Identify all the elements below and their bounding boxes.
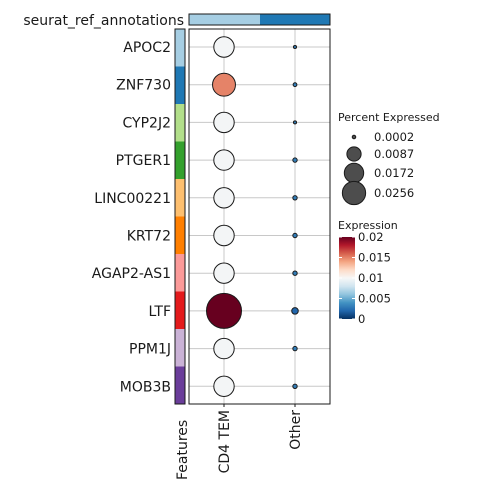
feature-color-segment — [175, 104, 185, 142]
dot-point — [292, 157, 298, 163]
dot-point — [292, 345, 298, 352]
annotation-bar — [188, 13, 331, 26]
feature-color-segment — [175, 29, 185, 67]
color-legend-label: 0 — [358, 312, 365, 326]
size-legend-dot — [343, 162, 365, 184]
dot-point — [292, 270, 298, 276]
feature-label: LTF — [149, 304, 171, 320]
dot-point — [292, 44, 298, 50]
x-tick-label: Other — [288, 410, 304, 450]
feature-label: MOB3B — [120, 379, 171, 395]
plot-panel — [189, 29, 330, 404]
dot-point — [213, 111, 235, 134]
dot-point — [212, 72, 236, 97]
feature-label: ZNF730 — [116, 78, 171, 94]
feature-color-segment — [175, 216, 185, 255]
size-legend-label: 0.0002 — [374, 130, 414, 144]
feature-label: CYP2J2 — [123, 115, 171, 131]
dot-point — [213, 187, 235, 209]
x-axis-ticks: CD4 TEM Other — [217, 404, 304, 473]
feature-labels: APOC2 ZNF730 CYP2J2 PTGER1 LINC00221 KRT72 AGA… — [92, 40, 171, 395]
dot-point — [213, 337, 235, 360]
annotation-title: seurat_ref_annotations — [23, 13, 184, 29]
dot-point — [292, 383, 298, 389]
color-legend-title: Expression — [338, 219, 398, 232]
feature-color-segment — [175, 254, 185, 292]
size-legend: 0.0002 0.0087 0.0172 0.0256 — [341, 130, 414, 206]
size-legend-dot — [341, 180, 367, 206]
dot-point — [292, 232, 298, 239]
annotation-segment-cd4-tem — [189, 14, 260, 25]
feature-color-segment — [175, 141, 185, 180]
feature-color-segment — [175, 291, 185, 330]
dot-point — [291, 307, 299, 315]
dot-point — [213, 149, 235, 171]
feature-label: APOC2 — [123, 40, 171, 56]
color-legend-ticks: 0 0.005 0.01 0.015 0.02 — [339, 230, 391, 326]
dot-point — [213, 375, 235, 397]
annotation-segment-other — [260, 14, 330, 25]
feature-strip-border — [174, 28, 186, 405]
dot-point — [213, 262, 235, 284]
dot-point — [206, 292, 242, 329]
annotation-bar-border — [188, 13, 331, 26]
feature-color-segment — [175, 179, 185, 217]
feature-color-segment — [175, 66, 185, 105]
dot-point — [292, 195, 298, 201]
dot-point — [292, 82, 298, 88]
size-legend-dot — [351, 134, 357, 140]
size-legend-label: 0.0256 — [374, 186, 414, 200]
color-legend-label: 0.005 — [358, 292, 391, 306]
dot-point — [292, 120, 298, 125]
size-legend-title: Percent Expressed — [338, 111, 440, 124]
features-axis-label: Features — [175, 420, 191, 480]
feature-color-segment — [175, 329, 185, 367]
feature-label: KRT72 — [127, 229, 171, 245]
plot-border — [188, 28, 331, 405]
size-legend-dot — [346, 146, 362, 162]
feature-label: LINC00221 — [94, 191, 171, 207]
x-tick-label: CD4 TEM — [217, 410, 233, 473]
dot-point — [213, 36, 235, 58]
feature-color-segment — [175, 366, 185, 405]
feature-label: PPM1J — [129, 342, 171, 358]
color-legend-label: 0.02 — [358, 230, 384, 244]
color-legend-label: 0.01 — [358, 271, 384, 285]
dots — [206, 36, 299, 397]
color-legend-bar — [339, 237, 355, 319]
size-legend-label: 0.0172 — [374, 166, 414, 180]
size-legend-label: 0.0087 — [374, 147, 414, 161]
dot-point — [213, 224, 235, 247]
feature-color-strip — [174, 28, 186, 405]
feature-label: AGAP2-AS1 — [92, 266, 171, 282]
color-legend-label: 0.015 — [358, 251, 391, 265]
feature-label: PTGER1 — [116, 153, 171, 169]
